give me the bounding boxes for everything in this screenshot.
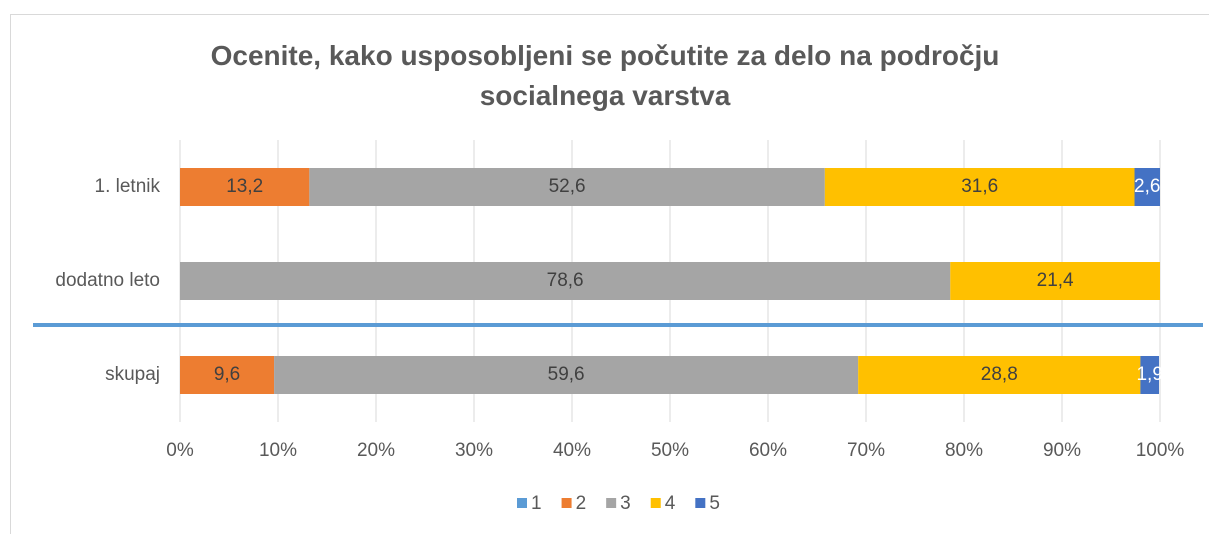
legend-marker — [517, 498, 527, 508]
x-tick-label: 100% — [1136, 440, 1185, 461]
x-tick-label: 80% — [945, 440, 983, 461]
bar-segment — [274, 356, 859, 394]
legend-marker — [606, 498, 617, 508]
x-tick-label: 90% — [1043, 440, 1081, 461]
x-tick-label: 0% — [166, 440, 194, 461]
legend-label: 4 — [665, 493, 676, 514]
x-tick-label: 40% — [553, 440, 591, 461]
legend-marker — [650, 498, 661, 508]
data-label: 59,6 — [548, 364, 585, 385]
legend-label: 5 — [709, 493, 720, 514]
data-label: 9,6 — [214, 364, 240, 385]
x-tick-label: 70% — [847, 440, 885, 461]
x-tick-label: 20% — [357, 440, 395, 461]
chart-border — [10, 14, 1209, 534]
x-tick-label: 30% — [455, 440, 493, 461]
bar-segment — [180, 356, 275, 394]
data-label: 21,4 — [1037, 270, 1074, 291]
bar-segment — [824, 168, 1135, 206]
bar-segment — [1140, 356, 1160, 394]
bar-segment — [309, 168, 825, 206]
y-tick-label: skupaj — [105, 364, 160, 385]
bar-segment — [180, 168, 310, 206]
data-label: 28,8 — [981, 364, 1018, 385]
x-tick-label: 50% — [651, 440, 689, 461]
legend-marker — [561, 498, 572, 508]
y-tick-label: dodatno leto — [55, 270, 160, 291]
x-tick-label: 10% — [259, 440, 297, 461]
data-label: 1,9 — [1136, 364, 1162, 385]
bar-segment — [1134, 168, 1160, 206]
legend-label: 1 — [531, 493, 542, 514]
bar-segment — [858, 356, 1141, 394]
legend-label: 3 — [620, 493, 631, 514]
legend-label: 2 — [576, 493, 587, 514]
data-label: 78,6 — [547, 270, 584, 291]
chart-title: Ocenite, kako usposobljeni se počutite z… — [210, 40, 1000, 111]
bar-segment — [950, 262, 1160, 300]
bar-segment — [180, 262, 951, 300]
data-label: 52,6 — [549, 176, 586, 197]
data-label: 31,6 — [961, 176, 998, 197]
data-label: 13,2 — [226, 176, 263, 197]
y-tick-label: 1. letnik — [95, 176, 161, 197]
legend-marker — [695, 498, 706, 508]
data-label: 2,6 — [1134, 176, 1160, 197]
x-tick-label: 60% — [749, 440, 787, 461]
